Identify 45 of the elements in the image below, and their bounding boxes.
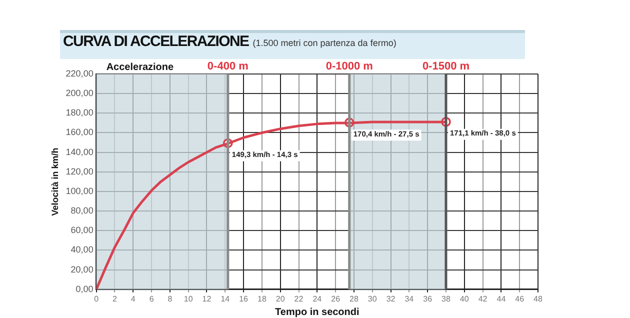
x-tick-label: 2 [112, 294, 118, 304]
y-tick-label: 200,00 [66, 88, 94, 98]
y-tick-label: 60,00 [70, 225, 94, 236]
chart-title: CURVA DI ACCELERAZIONE [62, 33, 249, 50]
y-tick-label: 100,00 [66, 186, 94, 196]
x-tick-label: 8 [168, 294, 173, 304]
x-tick-label: 12 [202, 294, 212, 304]
y-tick-label: 20,00 [70, 264, 94, 274]
x-tick-label: 26 [331, 294, 341, 304]
y-tick-label: 140,00 [66, 146, 94, 157]
x-tick-label: 14 [220, 294, 230, 304]
x-tick-label: 36 [423, 294, 433, 304]
y-tick-label: 0,00 [76, 284, 94, 294]
x-tick-label: 44 [496, 294, 506, 304]
x-tick-label: 10 [184, 294, 194, 304]
band-label: Accelerazione [106, 62, 174, 73]
x-tick-label: 16 [239, 294, 249, 304]
x-tick-label: 20 [276, 294, 286, 304]
ref-line-label: 0-1500 m [422, 60, 470, 73]
x-tick-label: 40 [460, 294, 470, 304]
y-tick-label: 40,00 [70, 244, 94, 255]
x-tick-label: 34 [404, 294, 414, 304]
x-tick-label: 22 [294, 294, 304, 304]
x-tick-label: 42 [478, 294, 488, 304]
x-tick-label: 18 [258, 294, 267, 304]
y-tick-label: 80,00 [70, 206, 94, 216]
x-tick-label: 32 [386, 294, 396, 304]
chart-subtitle: (1.500 metri con partenza da fermo) [252, 38, 396, 48]
y-tick-label: 220,00 [66, 68, 94, 78]
y-tick-label: 120,00 [66, 166, 94, 176]
x-axis-title: Tempo in secondi [275, 306, 360, 318]
x-tick-label: 6 [149, 294, 154, 304]
x-tick-label: 28 [350, 294, 359, 304]
ref-line-label: 0-400 m [207, 60, 249, 73]
x-tick-label: 24 [312, 294, 322, 304]
ref-line-label: 0-1000 m [326, 60, 374, 73]
y-tick-label: 180,00 [66, 108, 94, 118]
x-tick-label: 48 [534, 294, 543, 304]
x-tick-label: 30 [368, 294, 378, 304]
x-tick-label: 46 [515, 294, 525, 304]
y-axis-title: Velocità in km/h [50, 148, 60, 216]
x-tick-label: 0 [94, 294, 100, 304]
y-tick-label: 160,00 [66, 127, 94, 138]
x-tick-label: 38 [442, 294, 451, 304]
x-tick-label: 4 [130, 294, 136, 304]
